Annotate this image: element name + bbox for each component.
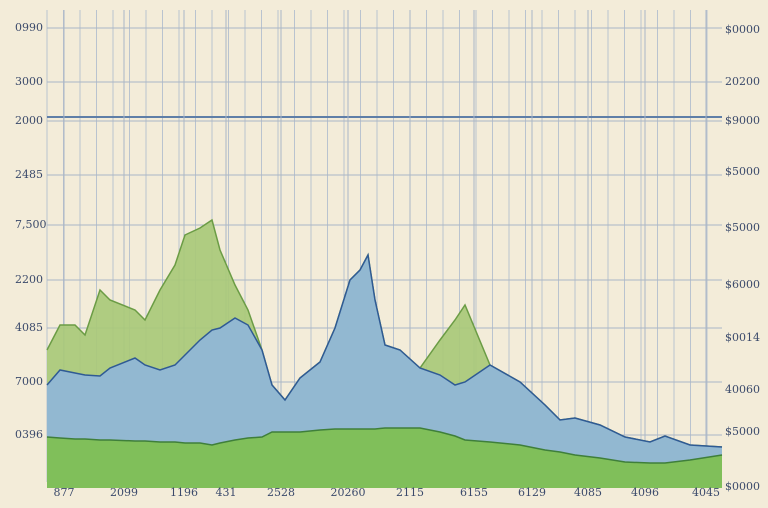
x-tick-label: 4045 <box>692 486 720 499</box>
y2-tick-label: 40060 <box>725 383 760 396</box>
y-tick-label: 7,500 <box>15 218 47 231</box>
y2-tick-label: $5000 <box>725 221 760 234</box>
x-tick-label: 2115 <box>396 486 424 499</box>
y2-tick-label: $0014 <box>725 331 760 344</box>
y2-tick-label: $6000 <box>725 278 760 291</box>
y2-tick-label: 20200 <box>725 75 760 88</box>
x-tick-label: 2099 <box>110 486 138 499</box>
y-tick-label: 4085 <box>15 321 43 334</box>
x-tick-label: 431 <box>216 486 237 499</box>
y-tick-label: 0396 <box>15 428 43 441</box>
x-tick-label: 4096 <box>631 486 659 499</box>
y2-tick-label: $0000 <box>725 23 760 36</box>
x-tick-label: 20260 <box>331 486 366 499</box>
y-tick-label: 2000 <box>15 114 43 127</box>
area <box>47 428 722 488</box>
y2-tick-label: $5000 <box>725 165 760 178</box>
y-tick-label: 2200 <box>15 273 43 286</box>
area-line <box>46 252 723 448</box>
x-tick-label: 4085 <box>574 486 602 499</box>
x-tick-label: 1196 <box>170 486 198 499</box>
y-tick-label: 2485 <box>15 168 43 181</box>
x-tick-label: 2528 <box>267 486 295 499</box>
y2-tick-label: $9000 <box>725 114 760 127</box>
y-tick-label: 3000 <box>15 75 43 88</box>
y2-tick-label: $5000 <box>725 425 760 438</box>
x-tick-label: 6129 <box>518 486 546 499</box>
area-line <box>46 427 723 464</box>
y-tick-label: 7000 <box>15 375 43 388</box>
y2-tick-label: $0000 <box>725 480 760 493</box>
y-tick-label: 0990 <box>15 21 43 34</box>
area <box>47 255 722 488</box>
x-tick-label: 877 <box>54 486 75 499</box>
x-tick-label: 6155 <box>460 486 488 499</box>
